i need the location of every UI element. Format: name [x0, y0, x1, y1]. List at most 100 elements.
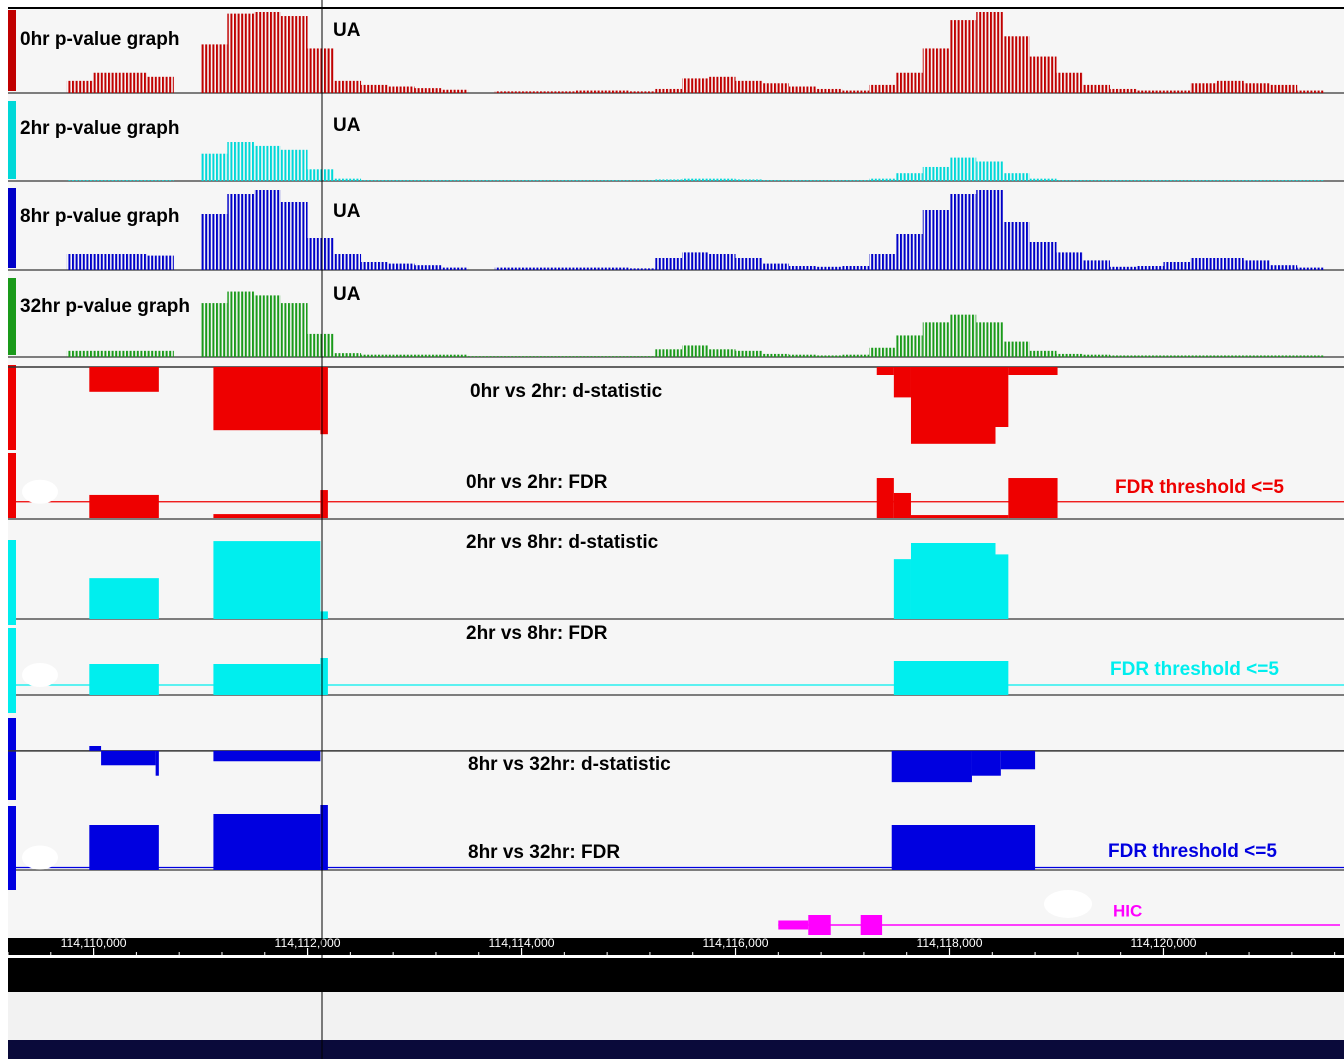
signal-bar: [120, 72, 148, 93]
signal-bar: [307, 169, 335, 181]
ruler-label: 114,116,000: [703, 936, 769, 950]
signal-bar: [280, 149, 308, 181]
signal-bar: [1056, 72, 1084, 93]
signal-bar: [1083, 260, 1110, 270]
signal-bar: [601, 356, 629, 357]
signal-bar: [1002, 341, 1030, 357]
signal-bar: [66, 254, 94, 270]
signal-bar: [548, 356, 576, 357]
region-bar: [89, 664, 159, 695]
region-bar: [320, 367, 328, 435]
signal-bar: [949, 314, 977, 357]
signal-bar: [735, 80, 763, 93]
signal-bar: [1029, 56, 1057, 93]
signal-bar: [1136, 266, 1164, 270]
signal-bar: [815, 355, 843, 357]
signal-bar: [494, 91, 522, 93]
signal-bar: [1029, 242, 1057, 270]
track-label: 8hr vs 32hr: FDR: [468, 842, 620, 863]
region-bar: [213, 814, 321, 870]
track-color-bar: [8, 628, 16, 713]
region-bar: [320, 805, 328, 870]
track-label: 2hr vs 8hr: d-statistic: [466, 532, 659, 553]
signal-bar: [441, 354, 469, 357]
signal-bar: [548, 180, 576, 181]
signal-bar: [789, 180, 816, 181]
signal-bar: [494, 267, 522, 270]
signal-bar: [655, 179, 683, 181]
track-label: 32hr p-value graph: [20, 296, 190, 317]
region-bar: [89, 746, 102, 751]
signal-bar: [387, 180, 415, 181]
signal-bar: [1270, 355, 1298, 357]
signal-bar: [575, 356, 602, 357]
signal-bar: [896, 173, 923, 181]
signal-bar: [93, 180, 121, 181]
signal-bar: [280, 303, 308, 357]
signal-bar: [896, 72, 923, 93]
signal-bar: [708, 178, 736, 181]
signal-bar: [1136, 355, 1164, 357]
region-bar: [876, 367, 894, 375]
signal-bar: [601, 267, 629, 270]
signal-bar: [789, 86, 816, 93]
region-bar: [213, 750, 321, 762]
region-bar: [891, 750, 972, 783]
signal-bar: [387, 263, 415, 270]
track-annotation: UA: [333, 115, 361, 136]
region-bar: [1008, 367, 1058, 375]
region-bar: [155, 750, 159, 776]
signal-bar: [200, 303, 228, 357]
track-annotation: UA: [333, 20, 361, 41]
signal-bar: [307, 48, 335, 93]
signal-bar: [334, 80, 362, 93]
region-bar: [213, 664, 321, 695]
signal-bar: [254, 190, 281, 270]
region-bar: [320, 611, 328, 619]
signal-bar: [628, 268, 656, 270]
signal-bar: [735, 350, 763, 357]
signal-bar: [655, 349, 683, 357]
signal-bar: [387, 86, 415, 93]
signal-bar: [655, 88, 683, 93]
signal-bar: [1216, 80, 1244, 93]
track-annotation: UA: [333, 201, 361, 222]
signal-bar: [414, 88, 442, 93]
signal-bar: [1109, 88, 1137, 93]
signal-bar: [1190, 180, 1217, 181]
region-bar: [213, 541, 321, 619]
signal-bar: [93, 72, 121, 93]
track-label: 0hr vs 2hr: FDR: [466, 472, 608, 493]
signal-bar: [1216, 355, 1244, 357]
region-bar: [893, 367, 911, 398]
signal-bar: [414, 265, 442, 270]
signal-bar: [120, 350, 148, 357]
signal-bar: [842, 90, 870, 93]
region-bar: [320, 490, 328, 518]
signal-bar: [922, 322, 950, 357]
region-bar: [89, 494, 159, 518]
region-bar: [89, 825, 159, 870]
threshold-label: FDR threshold <=5: [1108, 841, 1277, 862]
signal-bar: [120, 180, 148, 181]
region-bar: [995, 367, 1009, 427]
signal-bar: [869, 178, 896, 181]
signal-bar: [334, 178, 362, 181]
track-color-bar: [8, 278, 16, 355]
signal-bar: [1109, 355, 1137, 357]
signal-bar: [789, 266, 816, 270]
signal-bar: [494, 180, 522, 181]
signal-bar: [976, 190, 1003, 270]
region-bar: [995, 554, 1009, 619]
signal-bar: [682, 345, 709, 357]
track-color-bar: [8, 540, 16, 625]
signal-bar: [735, 258, 763, 270]
feature-band: [8, 1040, 1344, 1059]
signal-bar: [869, 347, 896, 357]
signal-bar: [1190, 83, 1217, 93]
signal-bar: [1029, 350, 1057, 357]
signal-bar: [147, 180, 174, 181]
signal-bar: [227, 142, 255, 181]
signal-bar: [869, 84, 896, 93]
exon: [808, 915, 831, 935]
